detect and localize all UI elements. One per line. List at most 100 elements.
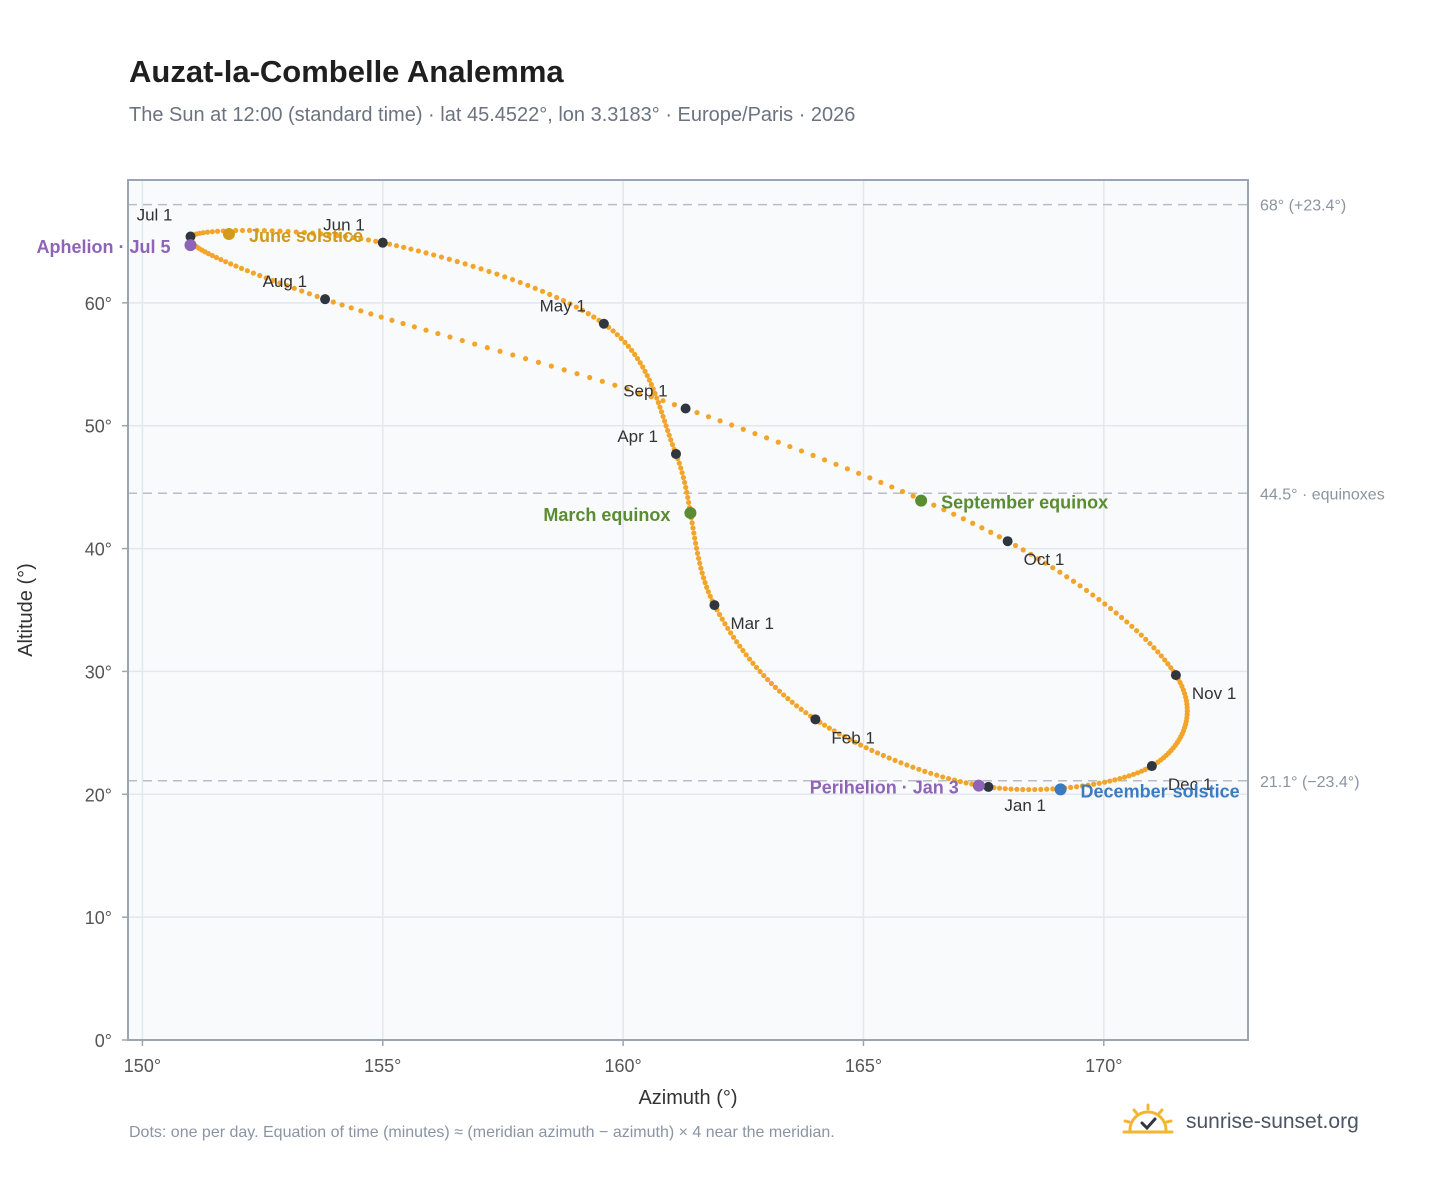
daily-dot bbox=[764, 676, 771, 683]
daily-dot bbox=[852, 739, 858, 745]
daily-dot bbox=[1147, 640, 1153, 647]
daily-dot bbox=[640, 364, 646, 370]
daily-dot bbox=[209, 229, 215, 235]
daily-dot bbox=[548, 363, 554, 369]
daily-dot bbox=[636, 390, 642, 396]
month-label: Aug 1 bbox=[263, 272, 307, 291]
brand[interactable]: sunrise-sunset.org bbox=[1122, 1102, 1359, 1142]
month-dot bbox=[709, 600, 720, 611]
daily-dot bbox=[386, 241, 393, 247]
daily-dot bbox=[368, 311, 374, 317]
daily-dot bbox=[699, 570, 705, 576]
daily-dot bbox=[535, 359, 542, 365]
daily-dot bbox=[510, 352, 516, 358]
daily-dot bbox=[689, 520, 695, 526]
event-markers: June solstice December solstice March equi… bbox=[36, 226, 1239, 801]
daily-dot bbox=[648, 381, 654, 388]
daily-dot bbox=[509, 276, 516, 283]
daily-dot bbox=[1077, 583, 1083, 589]
daily-dot bbox=[1168, 665, 1174, 671]
daily-dot bbox=[1096, 780, 1102, 786]
month-label: Apr 1 bbox=[617, 427, 658, 446]
month-dot bbox=[983, 781, 994, 792]
daily-dot bbox=[560, 298, 567, 304]
daily-dot bbox=[646, 377, 652, 383]
daily-dot bbox=[299, 288, 305, 294]
daily-dot bbox=[1073, 784, 1080, 790]
daily-dot bbox=[1143, 636, 1149, 642]
y-tick-label: 50° bbox=[85, 417, 112, 437]
daily-dot bbox=[532, 285, 538, 291]
daily-dot bbox=[618, 335, 624, 342]
daily-dot bbox=[892, 757, 898, 763]
daily-dot bbox=[517, 279, 523, 286]
daily-dot bbox=[698, 565, 704, 571]
daily-dot bbox=[261, 228, 267, 234]
reference-line-label: 44.5° · equinoxes bbox=[1260, 486, 1385, 503]
daily-dot bbox=[951, 511, 957, 517]
daily-dot bbox=[704, 584, 710, 590]
daily-dot bbox=[794, 703, 800, 709]
daily-dot bbox=[244, 268, 250, 274]
daily-dot bbox=[579, 307, 586, 313]
daily-dot bbox=[612, 382, 618, 388]
event-dot bbox=[222, 228, 235, 241]
reference-line-label: 21.1° (−23.4°) bbox=[1260, 774, 1360, 791]
x-tick-label: 155° bbox=[364, 1056, 401, 1076]
daily-dot bbox=[826, 725, 832, 731]
daily-dot bbox=[525, 282, 531, 288]
month-dot bbox=[1146, 761, 1157, 772]
month-label: Jan 1 bbox=[1004, 796, 1046, 815]
daily-dot bbox=[833, 461, 839, 467]
daily-dot bbox=[1091, 781, 1097, 787]
month-dot bbox=[810, 714, 821, 725]
daily-dot bbox=[462, 261, 468, 267]
daily-dot bbox=[856, 470, 862, 476]
daily-dot bbox=[423, 327, 429, 333]
event-dot bbox=[684, 506, 697, 519]
y-tick-label: 10° bbox=[85, 908, 112, 928]
daily-dot bbox=[1124, 619, 1130, 625]
brand-name[interactable]: sunrise-sunset.org bbox=[1186, 1110, 1359, 1133]
daily-dot bbox=[996, 534, 1002, 540]
daily-dot bbox=[729, 422, 735, 428]
daily-dot bbox=[494, 271, 500, 277]
month-dot bbox=[598, 318, 609, 329]
daily-dot bbox=[285, 228, 291, 235]
event-label: December solstice bbox=[1081, 781, 1240, 801]
daily-dot bbox=[263, 275, 269, 281]
daily-dot bbox=[423, 250, 429, 256]
daily-dot bbox=[411, 324, 417, 330]
y-tick-label: 0° bbox=[95, 1031, 112, 1051]
sun-logo-icon bbox=[1122, 1103, 1174, 1142]
footnote: Dots: one per day. Equation of time (min… bbox=[129, 1124, 835, 1141]
daily-dot bbox=[291, 285, 297, 291]
daily-dot bbox=[1121, 774, 1128, 780]
daily-dot bbox=[730, 634, 737, 640]
daily-dot bbox=[970, 520, 976, 526]
daily-dot bbox=[591, 314, 597, 320]
daily-dot bbox=[686, 499, 692, 506]
daily-dot bbox=[622, 339, 628, 345]
daily-dot bbox=[239, 227, 246, 234]
daily-dot bbox=[650, 386, 656, 392]
month-label: Sep 1 bbox=[623, 382, 667, 401]
daily-dot bbox=[470, 263, 476, 269]
daily-dot bbox=[637, 360, 643, 366]
daily-dot bbox=[1158, 653, 1164, 659]
daily-dot bbox=[684, 489, 690, 495]
daily-dot bbox=[408, 246, 414, 252]
daily-dot bbox=[339, 302, 345, 308]
daily-dot bbox=[1155, 649, 1161, 655]
daily-dot bbox=[789, 699, 795, 705]
daily-dot bbox=[654, 395, 660, 401]
daily-dot bbox=[878, 479, 884, 485]
daily-dot bbox=[821, 457, 828, 463]
daily-dot bbox=[209, 252, 215, 259]
x-tick-label: 150° bbox=[124, 1056, 161, 1076]
daily-dot bbox=[691, 530, 697, 536]
daily-dot bbox=[213, 254, 220, 261]
daily-dot bbox=[644, 373, 650, 379]
daily-dot bbox=[204, 229, 211, 235]
daily-dot bbox=[772, 684, 779, 690]
